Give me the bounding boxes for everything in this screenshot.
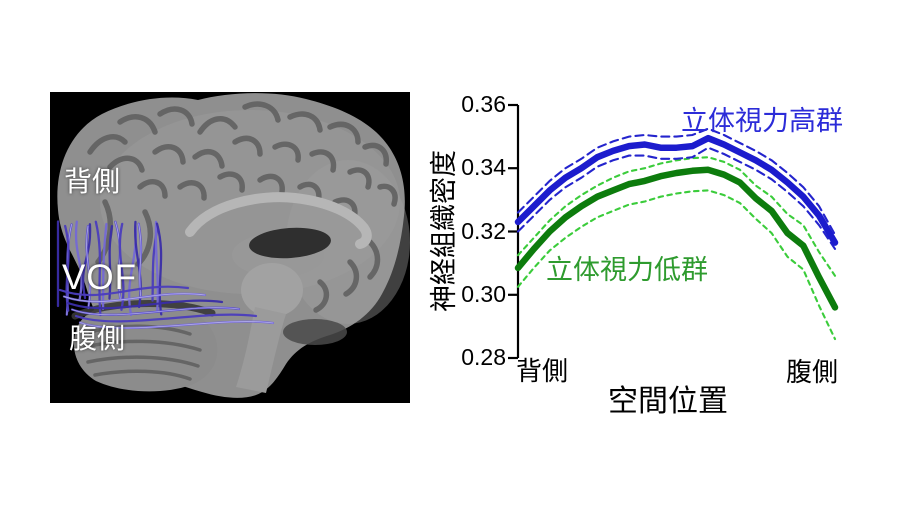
brain-label-ventral: 腹側 bbox=[69, 323, 126, 354]
ventricle bbox=[249, 227, 331, 259]
brain-label-dorsal: 背側 bbox=[64, 166, 121, 197]
y-tick-label: 0.32 bbox=[461, 217, 506, 244]
series-line-立体視力高群 bbox=[514, 134, 839, 246]
y-tick-label: 0.28 bbox=[461, 344, 506, 370]
x-tick-label-dorsal: 背側 bbox=[515, 356, 568, 386]
series-line-立体視力低群 bbox=[514, 166, 839, 311]
vof-fiber-tracts bbox=[56, 220, 275, 330]
legend-high-stereoacuity-group: 立体視力高群 bbox=[681, 106, 843, 136]
y-tick-label: 0.30 bbox=[461, 280, 506, 307]
band-upper-立体視力低群 bbox=[516, 156, 837, 277]
pons bbox=[241, 263, 303, 317]
legend-low-stereoacuity-group: 立体視力低群 bbox=[546, 255, 708, 285]
cerebellum bbox=[73, 300, 218, 392]
corpus-callosum bbox=[185, 192, 372, 249]
brain-mri-panel: 背側 VOF 腹側 bbox=[50, 92, 410, 403]
x-tick-label-ventral: 腹側 bbox=[785, 357, 838, 387]
cerebellum-folia bbox=[83, 324, 202, 381]
cortical-sulci bbox=[87, 101, 398, 313]
x-axis-title: 空間位置 bbox=[608, 385, 728, 418]
band-upper-立体視力高群 bbox=[516, 127, 837, 236]
brainstem bbox=[236, 307, 286, 393]
y-tick-label: 0.34 bbox=[461, 154, 506, 181]
band-lower-立体視力低群 bbox=[516, 189, 837, 341]
y-tick-label: 0.36 bbox=[461, 91, 506, 117]
brain-label-vof: VOF bbox=[62, 258, 137, 297]
band-lower-立体視力高群 bbox=[516, 146, 837, 250]
brain-mri-image bbox=[56, 93, 410, 398]
